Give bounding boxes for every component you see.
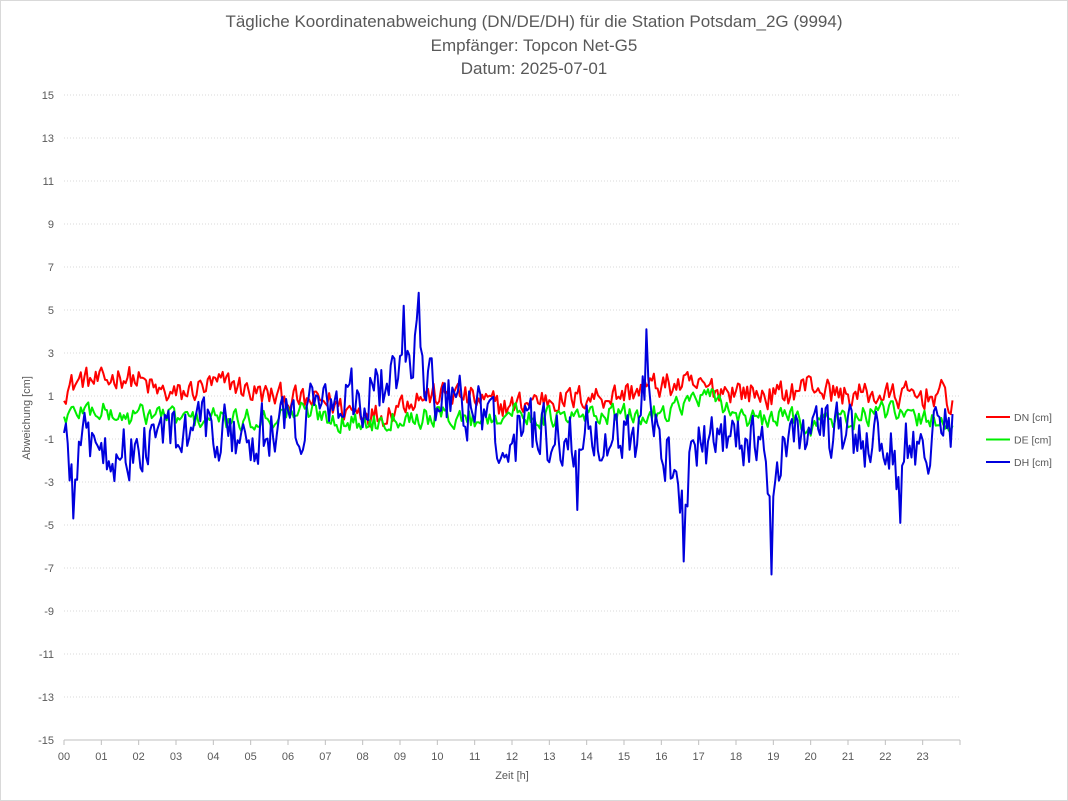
x-tick-label: 08 — [357, 751, 369, 763]
y-tick-label: 3 — [48, 348, 54, 360]
y-tick-label: -1 — [44, 434, 54, 446]
legend-label: DH [cm] — [1014, 457, 1052, 469]
x-tick-label: 18 — [730, 751, 742, 763]
y-tick-label: 9 — [48, 219, 54, 231]
y-tick-label: 13 — [42, 133, 54, 145]
x-tick-label: 21 — [842, 751, 854, 763]
x-tick-label: 22 — [879, 751, 891, 763]
x-tick-label: 16 — [655, 751, 667, 763]
series-line-dn — [63, 366, 954, 428]
x-tick-label: 12 — [506, 751, 518, 763]
x-tick-label: 11 — [469, 751, 480, 763]
x-tick-label: 15 — [618, 751, 630, 763]
x-tick-label: 14 — [581, 751, 593, 763]
y-tick-label: -3 — [44, 477, 54, 489]
chart-title: Tägliche Koordinatenabweichung (DN/DE/DH… — [225, 12, 843, 31]
x-tick-label: 20 — [805, 751, 817, 763]
y-tick-label: 1 — [48, 391, 54, 403]
y-tick-label: -11 — [39, 649, 54, 661]
y-tick-label: 15 — [42, 90, 54, 102]
x-tick-label: 00 — [58, 751, 70, 763]
x-tick-label: 06 — [282, 751, 294, 763]
y-tick-label: -15 — [38, 735, 54, 747]
x-tick-label: 10 — [431, 751, 443, 763]
legend-label: DE [cm] — [1014, 435, 1051, 447]
x-tick-label: 01 — [95, 751, 107, 763]
chart-date: Datum: 2025-07-01 — [460, 59, 608, 78]
x-tick-label: 09 — [394, 751, 406, 763]
y-tick-label: -5 — [44, 520, 54, 532]
x-tick-label: 02 — [133, 751, 145, 763]
x-tick-label: 03 — [170, 751, 182, 763]
x-tick-label: 05 — [245, 751, 257, 763]
y-tick-label: -7 — [44, 563, 54, 575]
chart-subtitle: Empfänger: Topcon Net-G5 — [430, 36, 638, 55]
series-lines — [63, 291, 954, 576]
x-tick-label: 19 — [767, 751, 779, 763]
x-tick-label: 17 — [693, 751, 705, 763]
y-tick-label: -13 — [38, 692, 54, 704]
legend-label: DN [cm] — [1014, 412, 1052, 424]
x-axis-title: Zeit [h] — [495, 770, 529, 782]
y-tick-label: -9 — [44, 606, 54, 618]
gridlines — [64, 94, 960, 698]
x-tick-label: 07 — [319, 751, 331, 763]
y-tick-label: 5 — [48, 305, 54, 317]
y-tick-label: 7 — [48, 262, 54, 274]
y-axis-title: Abweichung [cm] — [21, 376, 33, 460]
x-tick-label: 13 — [543, 751, 555, 763]
x-tick-label: 23 — [917, 751, 929, 763]
x-tick-label: 04 — [207, 751, 219, 763]
legend: DN [cm] DE [cm] DH [cm] — [986, 412, 1052, 469]
series-line-dh — [63, 291, 954, 576]
axes: 15 13 11 9 7 5 3 1 -1 -3 -5 -7 -9 -11 -13 -15 00 01 02 03 04… — [38, 90, 961, 763]
y-tick-label: 11 — [43, 176, 54, 188]
